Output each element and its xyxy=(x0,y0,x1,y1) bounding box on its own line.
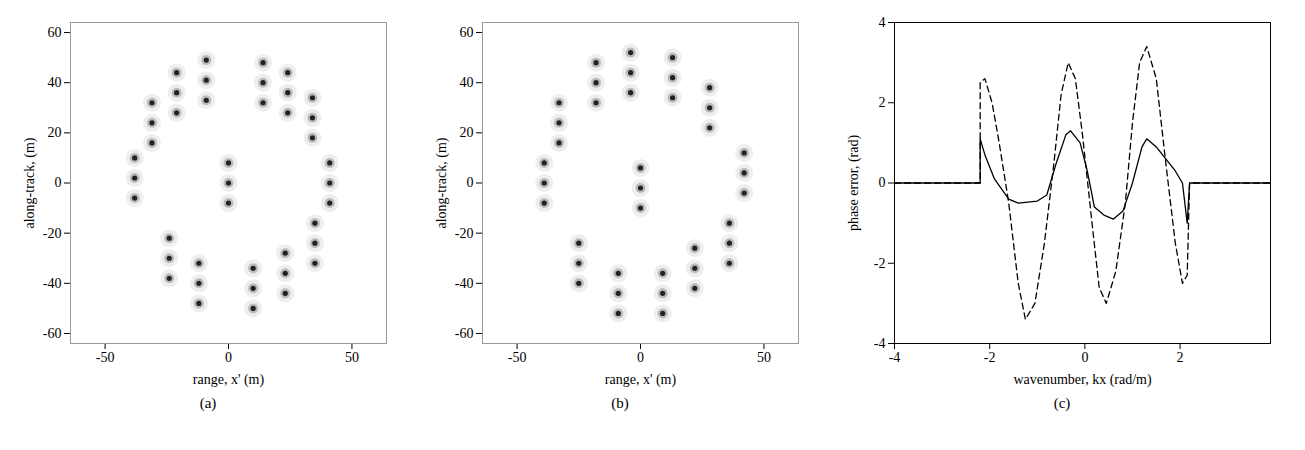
svg-text:along-track, (m): along-track, (m) xyxy=(434,137,450,228)
svg-text:0: 0 xyxy=(55,175,62,190)
svg-text:-2: -2 xyxy=(874,256,886,271)
svg-text:-50: -50 xyxy=(96,350,115,365)
svg-text:20: 20 xyxy=(460,125,474,140)
svg-text:-60: -60 xyxy=(43,326,62,341)
html-text:(a): (a) xyxy=(199,395,217,411)
svg-text:-20: -20 xyxy=(455,226,474,241)
svg-text:50: 50 xyxy=(345,350,359,365)
svg-text:0: 0 xyxy=(1081,350,1088,365)
svg-text:20: 20 xyxy=(48,125,62,140)
svg-text:40: 40 xyxy=(48,75,62,90)
svg-text:-4: -4 xyxy=(874,336,886,351)
svg-text:-2: -2 xyxy=(984,350,996,365)
svg-text:range, x' (m): range, x' (m) xyxy=(605,372,677,388)
svg-text:along-track, (m): along-track, (m) xyxy=(22,137,38,228)
svg-text:2: 2 xyxy=(879,95,886,110)
svg-text:wavenumber, kx (rad/m): wavenumber, kx (rad/m) xyxy=(1013,372,1152,388)
svg-text:phase error, (rad): phase error, (rad) xyxy=(846,135,862,232)
html-text:(b): (b) xyxy=(611,395,629,411)
svg-text:4: 4 xyxy=(879,15,886,30)
svg-text:-50: -50 xyxy=(508,350,527,365)
svg-text:-60: -60 xyxy=(455,326,474,341)
svg-text:0: 0 xyxy=(879,175,886,190)
svg-text:0: 0 xyxy=(225,350,232,365)
svg-text:60: 60 xyxy=(48,25,62,40)
svg-text:range, x' (m): range, x' (m) xyxy=(193,372,265,388)
html-text:(c): (c) xyxy=(1053,395,1071,411)
svg-text:0: 0 xyxy=(467,175,474,190)
svg-text:50: 50 xyxy=(757,350,771,365)
svg-text:60: 60 xyxy=(460,25,474,40)
svg-text:-40: -40 xyxy=(43,276,62,291)
svg-text:-4: -4 xyxy=(889,350,901,365)
svg-text:0: 0 xyxy=(637,350,644,365)
svg-text:-20: -20 xyxy=(43,226,62,241)
svg-text:-40: -40 xyxy=(455,276,474,291)
svg-text:2: 2 xyxy=(1177,350,1184,365)
svg-text:40: 40 xyxy=(460,75,474,90)
